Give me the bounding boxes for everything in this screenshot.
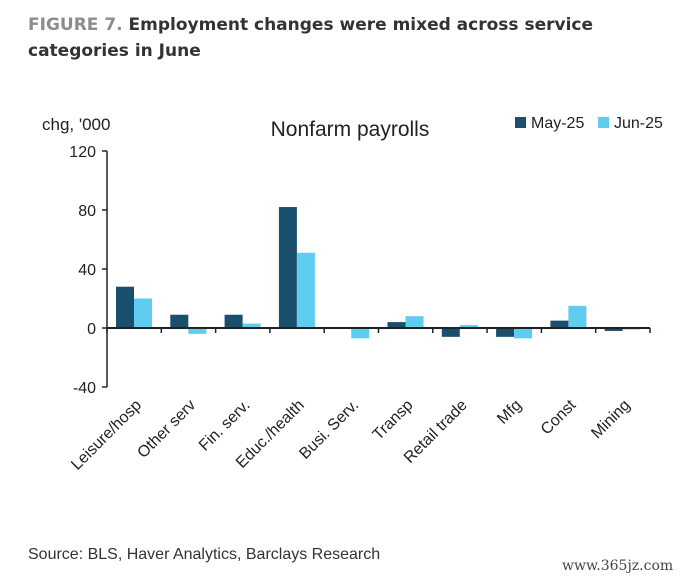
legend-label-jun: Jun-25 — [614, 115, 663, 132]
legend-swatch-jun — [598, 117, 609, 128]
bar-jun — [568, 305, 587, 328]
y-tick-label: -40 — [73, 380, 96, 397]
x-category-label: Leisure/hosp — [68, 397, 145, 474]
bar-jun — [514, 328, 533, 339]
bar-may — [496, 328, 515, 337]
bar-may — [116, 286, 134, 328]
x-category-label: Other serv — [134, 397, 199, 462]
bar-jun — [459, 325, 478, 328]
figure-label: FIGURE 7. — [28, 15, 123, 35]
y-tick-label: 0 — [87, 321, 96, 338]
x-category-label: Busi. Serv. — [296, 397, 362, 463]
bar-may — [604, 328, 623, 331]
bar-jun — [242, 323, 261, 328]
bar-may — [550, 320, 569, 328]
bar-jun — [134, 298, 152, 328]
bar-jun — [405, 316, 424, 328]
x-category-label: Fin. serv. — [196, 397, 254, 455]
bar-jun — [351, 328, 370, 339]
y-tick-label: 80 — [78, 203, 96, 220]
bar-may — [224, 314, 243, 328]
legend-label-may: May-25 — [531, 115, 584, 132]
x-category-label: Const — [538, 396, 580, 438]
figure-title-text: Employment changes were mixed across ser… — [28, 15, 594, 61]
x-category-label: Mfg — [494, 397, 525, 428]
y-tick-label: 40 — [78, 262, 96, 279]
legend-swatch-may — [515, 117, 526, 128]
legend: May-25 Jun-25 — [515, 115, 663, 132]
bar-may — [441, 328, 460, 337]
watermark: www.365jz.com — [562, 558, 674, 574]
x-category-label: Mining — [588, 397, 633, 442]
source-note: Source: BLS, Haver Analytics, Barclays R… — [28, 546, 381, 563]
chart-title: Nonfarm payrolls — [271, 118, 430, 141]
bar-may — [278, 207, 297, 328]
bar-jun — [188, 328, 207, 334]
bar-may — [387, 322, 406, 328]
bar-jun — [296, 252, 315, 328]
figure-title: FIGURE 7. Employment changes were mixed … — [28, 12, 668, 64]
y-axis-label: chg, '000 — [42, 115, 110, 134]
y-tick-label: 120 — [69, 144, 96, 161]
bar-chart: Nonfarm payrolls chg, '000 May-25 Jun-25… — [42, 115, 663, 474]
bar-may — [170, 314, 189, 328]
x-category-label: Transp — [370, 397, 417, 444]
